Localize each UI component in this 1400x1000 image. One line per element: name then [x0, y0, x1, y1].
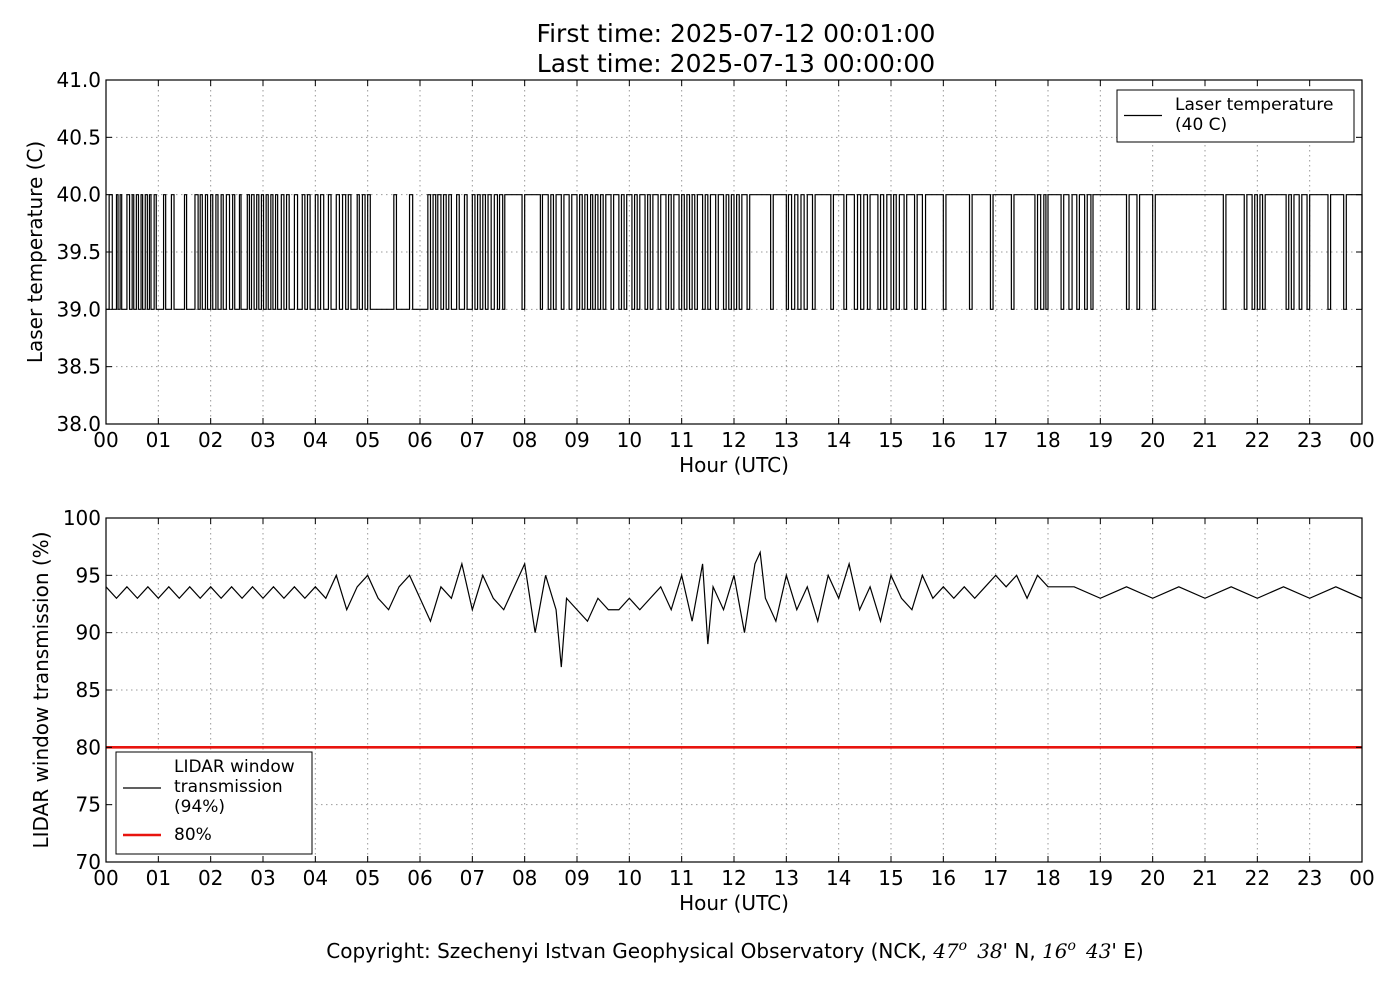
laser-temperature-series-0-line — [106, 194, 1363, 310]
lidar-transmission-y-axis-label: LIDAR window transmission (%) — [29, 532, 53, 849]
laser-temperature-xtick-label: 16 — [931, 428, 956, 452]
lidar-transmission-xtick-label: 20 — [1140, 866, 1165, 890]
lidar-transmission-xtick-label: 05 — [355, 866, 380, 890]
lidar-transmission-xtick-label: 10 — [617, 866, 642, 890]
lidar-transmission-xtick-label: 18 — [1035, 866, 1060, 890]
laser-temperature-xtick-label: 21 — [1192, 428, 1217, 452]
lidar-transmission-xtick-label: 15 — [878, 866, 903, 890]
laser-temperature-xtick-label: 00 — [93, 428, 118, 452]
laser-temperature-xtick-label: 05 — [355, 428, 380, 452]
laser-temperature-legend-label-0: Laser temperature (40 C) — [1175, 95, 1333, 135]
laser-temperature-plot: 00 01 02 03 04 05 06 07 08 09 10 11 12 13 14 15 16 17 18 19… — [23, 68, 1375, 477]
laser-temperature-xtick-label: 18 — [1035, 428, 1060, 452]
laser-temperature-legend: Laser temperature (40 C) — [1116, 89, 1355, 143]
copyright-text: Copyright: Szechenyi Istvan Geophysical … — [326, 938, 1143, 963]
lidar-transmission-plot: 00 01 02 03 04 05 06 07 08 09 10 11 12 13 14 15 16 17 18 19… — [29, 506, 1375, 915]
laser-temperature-xtick-label: 01 — [146, 428, 171, 452]
lidar-transmission-xtick-label: 08 — [512, 866, 537, 890]
lidar-transmission-xtick-label: 23 — [1297, 866, 1322, 890]
lidar-transmission-ytick-label: 70 — [76, 850, 101, 874]
laser-temperature-xtick-label: 22 — [1245, 428, 1270, 452]
lidar-transmission-xtick-label: 12 — [721, 866, 746, 890]
laser-temperature-ytick-label: 38.0 — [56, 412, 101, 436]
lidar-transmission-ytick-label: 80 — [76, 735, 101, 759]
copyright-lat-deg: 47 — [932, 939, 959, 963]
lidar-transmission-ytick-label: 95 — [76, 563, 101, 587]
lidar-transmission-xtick-label: 04 — [303, 866, 328, 890]
copyright-lon-min: 43 — [1085, 939, 1111, 963]
lidar-transmission-ytick-label: 100 — [63, 506, 101, 530]
laser-temperature-xtick-label: 11 — [669, 428, 694, 452]
lidar-transmission-legend: LIDAR window transmission (94%) 80% — [115, 751, 313, 855]
lidar-transmission-xtick-label: 13 — [774, 866, 799, 890]
lidar-transmission-xtick-label: 00 — [93, 866, 118, 890]
laser-temperature-xtick-label: 06 — [407, 428, 432, 452]
lidar-transmission-legend-label-1: 80% — [174, 825, 212, 845]
copyright-lat-deg-sup: o — [959, 938, 967, 954]
laser-temperature-ytick-label: 39.5 — [56, 240, 101, 264]
laser-temperature-xtick-label: 14 — [826, 428, 851, 452]
lidar-transmission-xtick-label: 09 — [564, 866, 589, 890]
lidar-transmission-ytick-label: 75 — [76, 793, 101, 817]
laser-temperature-x-axis-label: Hour (UTC) — [679, 453, 789, 477]
laser-temperature-ytick-label: 40.0 — [56, 183, 101, 207]
laser-temperature-xtick-label: 04 — [303, 428, 328, 452]
copyright-prefix: Copyright: Szechenyi Istvan Geophysical … — [326, 939, 933, 963]
lidar-transmission-xtick-label: 11 — [669, 866, 694, 890]
copyright-lon-deg-sup: o — [1068, 938, 1076, 954]
laser-temperature-xtick-label: 19 — [1088, 428, 1113, 452]
copyright-lon-suffix: ' E) — [1111, 939, 1143, 963]
title-line-1: First time: 2025-07-12 00:01:00 — [537, 19, 936, 48]
laser-temperature-xtick-label: 23 — [1297, 428, 1322, 452]
lidar-transmission-xtick-label: 16 — [931, 866, 956, 890]
laser-temperature-xtick-label: 13 — [774, 428, 799, 452]
laser-temperature-xtick-label: 20 — [1140, 428, 1165, 452]
laser-temperature-xtick-label: 08 — [512, 428, 537, 452]
lidar-transmission-xtick-label: 19 — [1088, 866, 1113, 890]
title-line-2: Last time: 2025-07-13 00:00:00 — [537, 49, 935, 78]
lidar-transmission-ytick-label: 90 — [76, 621, 101, 645]
lidar-transmission-xtick-label: 00 — [1349, 866, 1374, 890]
lidar-transmission-xtick-label: 02 — [198, 866, 223, 890]
lidar-transmission-legend-box — [115, 751, 313, 855]
laser-temperature-xtick-label: 00 — [1349, 428, 1374, 452]
lidar-transmission-xtick-label: 21 — [1192, 866, 1217, 890]
copyright-lat-suffix: ' N, — [1003, 939, 1043, 963]
laser-temperature-xtick-label: 03 — [250, 428, 275, 452]
laser-temperature-ytick-label: 39.0 — [56, 297, 101, 321]
laser-temperature-xtick-label: 17 — [983, 428, 1008, 452]
laser-temperature-ytick-label: 40.5 — [56, 125, 101, 149]
laser-temperature-ytick-label: 38.5 — [56, 355, 101, 379]
laser-temperature-ytick-label: 41.0 — [56, 68, 101, 92]
laser-temperature-xtick-label: 07 — [460, 428, 485, 452]
laser-temperature-xtick-label: 12 — [721, 428, 746, 452]
lidar-transmission-xtick-label: 14 — [826, 866, 851, 890]
laser-temperature-xtick-label: 09 — [564, 428, 589, 452]
lidar-transmission-legend-label-0: LIDAR window transmission (94%) — [174, 757, 295, 817]
lidar-transmission-xtick-label: 03 — [250, 866, 275, 890]
copyright-lat-min: 38 — [977, 939, 1002, 963]
lidar-transmission-ytick-label: 85 — [76, 678, 101, 702]
laser-temperature-xtick-label: 15 — [878, 428, 903, 452]
lidar-transmission-xtick-label: 01 — [146, 866, 171, 890]
lidar-transmission-xtick-label: 22 — [1245, 866, 1270, 890]
lidar-transmission-xtick-label: 07 — [460, 866, 485, 890]
laser-temperature-y-axis-label: Laser temperature (C) — [23, 141, 47, 363]
lidar-transmission-xtick-label: 17 — [983, 866, 1008, 890]
lidar-transmission-series-0-line — [105, 550, 1363, 668]
laser-temperature-xtick-label: 10 — [617, 428, 642, 452]
laser-temperature-xtick-label: 02 — [198, 428, 223, 452]
copyright-lon-deg: 16 — [1042, 939, 1068, 963]
lidar-transmission-x-axis-label: Hour (UTC) — [679, 891, 789, 915]
lidar-transmission-xtick-label: 06 — [407, 866, 432, 890]
